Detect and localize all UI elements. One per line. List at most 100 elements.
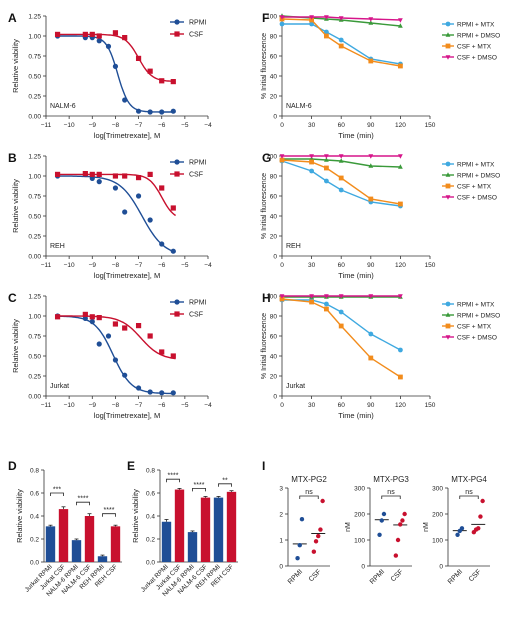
data-point-csf	[96, 315, 102, 321]
data-point-csf	[82, 171, 88, 177]
y-tick-label: 0.2	[30, 537, 39, 544]
data-point-rpmi	[159, 390, 165, 396]
legend-label-csf: CSF	[189, 312, 203, 319]
data-point	[279, 154, 285, 159]
series-line	[282, 299, 401, 351]
x-tick-label: RPMI	[287, 568, 304, 585]
data-point	[309, 21, 314, 27]
data-point	[368, 163, 374, 168]
y-tick-label: 80	[270, 314, 278, 321]
y-axis-label: Relative viability	[11, 179, 20, 233]
y-tick-label: 20	[270, 94, 278, 101]
fit-curve-csf	[55, 315, 176, 360]
y-tick-label: 100	[266, 294, 277, 301]
series-line	[281, 159, 401, 205]
y-tick-label: 80	[270, 174, 278, 181]
significance-label: ****	[78, 496, 89, 503]
data-point-rpmi	[170, 248, 176, 254]
dose-panel-c: 0.00 0.25 0.50 0.75 1.00 1.25 −11 −10 −9 −8 −7 −6 −5…	[11, 294, 212, 421]
y-tick-label: 0.8	[146, 468, 155, 475]
legend-label: RPMI + MTX	[457, 22, 495, 29]
x-tick-label: 150	[425, 122, 436, 129]
x-tick-label: −8	[112, 262, 120, 269]
data-point-rpmi	[459, 526, 465, 531]
x-axis-label: Time (min)	[338, 411, 374, 420]
data-point-csf	[159, 349, 165, 355]
data-point-csf	[159, 78, 165, 84]
legend-marker	[445, 195, 451, 200]
x-tick-label: −6	[158, 402, 166, 409]
data-point	[368, 17, 374, 22]
data-point-csf	[318, 527, 323, 532]
subplot-title: MTX-PG3	[373, 475, 409, 484]
bar-nalm-6-csf	[84, 516, 95, 562]
data-point-rpmi	[381, 511, 387, 517]
x-tick-label: −10	[64, 122, 75, 129]
data-point-rpmi	[379, 518, 384, 523]
y-tick-label: 20	[270, 234, 278, 241]
significance-bracket	[166, 478, 180, 483]
y-tick-label: 3	[279, 486, 283, 493]
scatter-subplot-mtx-pg4: MTX-PG4 0 100 200 300 nM RPMI CSF ns	[423, 475, 490, 586]
significance-label: ns	[305, 489, 313, 496]
data-point	[338, 309, 344, 315]
legend-marker	[174, 311, 180, 317]
legend-label: CSF + MTX	[457, 324, 492, 331]
y-axis-label: % Initial fluorescence	[261, 313, 268, 379]
data-point	[398, 347, 403, 353]
data-point	[324, 15, 329, 20]
x-tick-label: −9	[89, 122, 97, 129]
legend-marker	[174, 19, 180, 25]
data-point	[324, 33, 329, 39]
x-tick-label: 60	[338, 402, 346, 409]
y-tick-label: 20	[270, 374, 278, 381]
data-point	[398, 154, 403, 159]
y-tick-label: 0.00	[28, 394, 41, 401]
panel-letter-g: G	[262, 151, 271, 165]
data-point-csf	[395, 537, 401, 543]
y-tick-label: 0.25	[28, 94, 41, 101]
data-point-rpmi	[96, 179, 102, 185]
data-point-csf	[122, 325, 128, 331]
data-point-rpmi	[297, 543, 302, 548]
y-tick-label: 0	[273, 254, 277, 261]
data-point-rpmi	[82, 315, 88, 321]
data-point-csf	[316, 533, 321, 539]
x-tick-label: −7	[135, 402, 143, 409]
y-tick-label: 1.00	[28, 314, 41, 321]
timecourse-panel-g: 0 20 40 60 80 100 0 30 60 90 120 150 Time (min) % Ini…	[261, 154, 500, 281]
fit-curve-rpmi	[55, 175, 176, 253]
bar-nalm-6-rpmi	[187, 532, 198, 562]
data-point-rpmi	[170, 108, 176, 114]
legend-label: RPMI + MTX	[457, 302, 495, 309]
data-point-rpmi	[170, 390, 176, 396]
data-point	[338, 43, 344, 49]
bar-nalm-6-csf	[200, 497, 211, 562]
legend-marker	[445, 21, 451, 27]
data-point-rpmi	[299, 517, 305, 522]
y-tick-label: 0.50	[28, 354, 41, 361]
data-point-csf	[147, 333, 153, 339]
fit-curve-rpmi	[55, 35, 176, 113]
series-line	[282, 23, 401, 65]
significance-bracket	[102, 513, 116, 517]
data-point-rpmi	[122, 372, 128, 378]
data-point-csf	[159, 185, 165, 191]
legend-label: CSF + MTX	[457, 44, 492, 51]
y-tick-label: 200	[432, 512, 443, 519]
data-point-csf	[82, 311, 88, 317]
significance-label: ns	[387, 489, 395, 496]
fit-curve-csf	[55, 33, 176, 83]
cell-line-label: NALM-6	[50, 103, 76, 110]
data-point	[324, 301, 329, 307]
cell-line-label: REH	[286, 243, 301, 250]
cell-line-label: REH	[50, 243, 65, 250]
y-tick-label: 0.00	[28, 114, 41, 121]
data-point	[398, 201, 403, 207]
data-point-rpmi	[96, 341, 102, 347]
data-point-csf	[170, 353, 176, 359]
legend-label-rpmi: RPMI	[189, 160, 207, 167]
x-tick-label: −10	[64, 262, 75, 269]
